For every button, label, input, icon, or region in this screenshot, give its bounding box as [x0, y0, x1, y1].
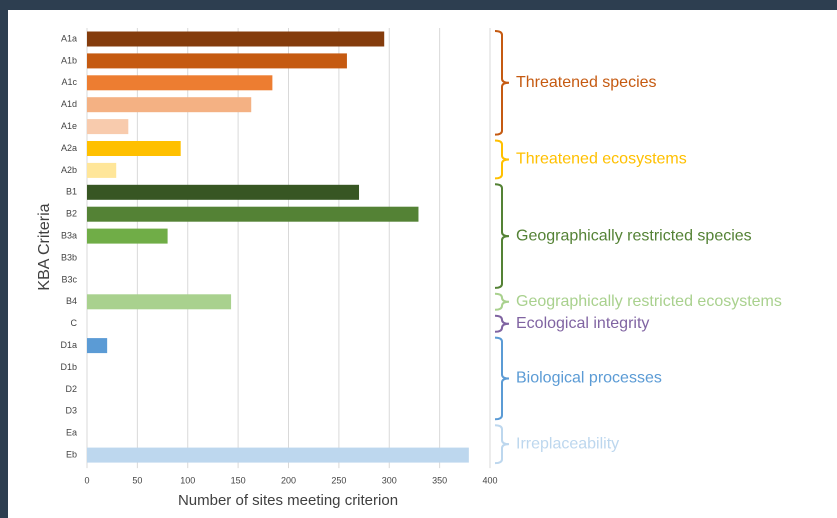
bar — [87, 184, 360, 200]
y-tick-label: B2 — [66, 209, 77, 219]
group-label: Threatened ecosystems — [516, 151, 687, 168]
bar — [87, 338, 108, 354]
group-label: Ecological integrity — [516, 315, 649, 332]
y-tick-label: A1e — [61, 121, 77, 131]
x-tick-label: 250 — [331, 475, 346, 485]
x-tick-label: 350 — [432, 475, 447, 485]
y-tick-label: Ea — [66, 428, 77, 438]
canvas — [8, 10, 837, 518]
y-tick-label: D2 — [65, 384, 77, 394]
y-tick-label: D1b — [60, 362, 77, 372]
y-tick-label: A2b — [61, 165, 77, 175]
group-label: Threatened species — [516, 74, 657, 91]
x-tick-label: 300 — [382, 475, 397, 485]
bar — [87, 97, 252, 113]
x-tick-label: 200 — [281, 475, 296, 485]
group-bracket — [494, 30, 510, 136]
y-tick-label: A1a — [61, 33, 77, 43]
y-tick-label: A1c — [61, 77, 77, 87]
x-axis-title: Number of sites meeting criterion — [178, 492, 398, 509]
bar — [87, 162, 117, 178]
group-label: Irreplaceability — [516, 435, 619, 452]
group-bracket — [494, 336, 510, 421]
y-tick-label: B3b — [61, 252, 77, 262]
y-tick-label: A2a — [61, 143, 77, 153]
group-bracket — [494, 183, 510, 289]
x-tick-label: 50 — [132, 475, 142, 485]
y-tick-label: D3 — [65, 406, 77, 416]
x-tick-label: 100 — [180, 475, 195, 485]
bar — [87, 119, 129, 135]
bar — [87, 141, 181, 156]
group-bracket — [494, 139, 510, 180]
group-label: Geographically restricted species — [516, 227, 752, 244]
y-axis-title: KBA Criteria — [36, 203, 53, 290]
bar — [87, 228, 168, 244]
bar — [87, 31, 385, 47]
y-tick-label: A1b — [61, 55, 77, 65]
y-tick-label: A1d — [61, 99, 77, 109]
y-tick-label: D1a — [60, 340, 77, 350]
bar — [87, 447, 469, 463]
y-tick-label: C — [71, 318, 78, 328]
group-label: Geographically restricted ecosystems — [516, 293, 782, 310]
group-bracket — [494, 424, 510, 465]
x-tick-label: 150 — [231, 475, 246, 485]
y-tick-label: B4 — [66, 296, 77, 306]
y-tick-label: Eb — [66, 449, 77, 459]
y-tick-label: B3a — [61, 230, 77, 240]
x-tick-label: 0 — [84, 475, 89, 485]
bar — [87, 75, 273, 91]
bar — [87, 206, 419, 222]
group-bracket — [494, 292, 510, 311]
group-label: Biological processes — [516, 370, 662, 387]
y-tick-label: B1 — [66, 187, 77, 197]
y-tick-label: B3c — [61, 274, 77, 284]
bar — [87, 294, 232, 310]
group-bracket — [494, 314, 510, 333]
bar — [87, 53, 347, 69]
x-tick-label: 400 — [482, 475, 497, 485]
